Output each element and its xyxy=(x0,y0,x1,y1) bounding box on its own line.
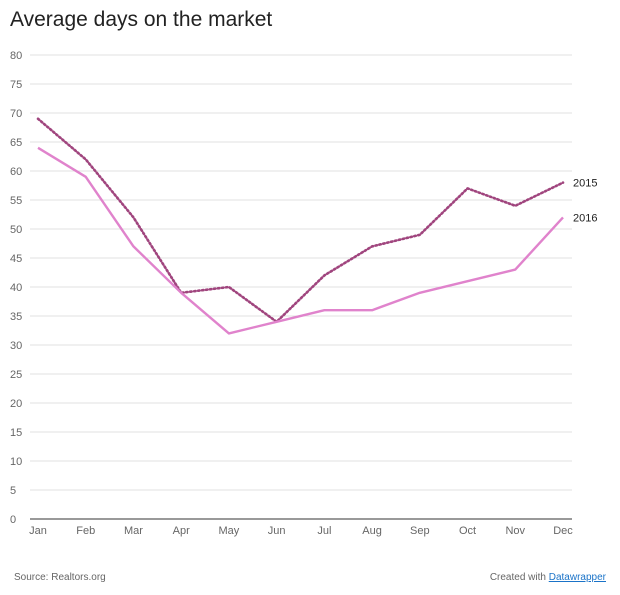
x-tick-label: Jul xyxy=(317,525,331,537)
source-note: Source: Realtors.org xyxy=(14,572,106,583)
y-tick-label: 25 xyxy=(10,369,22,381)
datawrapper-link[interactable]: Datawrapper xyxy=(548,572,606,583)
x-tick-label: Mar xyxy=(124,525,143,537)
x-tick-label: Apr xyxy=(173,525,190,537)
series-label-2015: 2015 xyxy=(573,178,597,190)
credit-note: Created with Datawrapper xyxy=(490,572,606,583)
x-tick-label: May xyxy=(219,525,240,537)
y-tick-label: 75 xyxy=(10,79,22,91)
x-tick-label: Jan xyxy=(29,525,47,537)
y-tick-label: 5 xyxy=(10,485,16,497)
y-tick-label: 60 xyxy=(10,166,22,178)
credit-prefix: Created with xyxy=(489,572,546,583)
y-axis-ticks: 0 5 10 15 20 25 30 35 40 45 50 55 60 65 70 75 80 xyxy=(10,50,22,526)
series-labels: 2015 2016 xyxy=(573,178,597,225)
y-tick-label: 15 xyxy=(10,427,22,439)
series-line-2015 xyxy=(36,117,565,324)
y-tick-label: 70 xyxy=(10,108,22,120)
x-tick-label: Oct xyxy=(459,525,476,537)
y-tick-label: 65 xyxy=(10,137,22,149)
x-tick-label: Sep xyxy=(410,525,430,537)
series-line-2016 xyxy=(37,146,564,335)
x-tick-label: Dec xyxy=(553,525,573,537)
series-lines xyxy=(36,117,565,335)
x-tick-label: Jun xyxy=(268,525,286,537)
series-label-2016: 2016 xyxy=(573,212,597,224)
gridlines xyxy=(30,54,572,520)
y-tick-label: 80 xyxy=(10,50,22,62)
x-tick-label: Aug xyxy=(362,525,382,537)
y-tick-label: 55 xyxy=(10,195,22,207)
y-tick-label: 40 xyxy=(10,282,22,294)
y-tick-label: 20 xyxy=(10,398,22,410)
x-tick-label: Feb xyxy=(76,525,95,537)
x-tick-label: Nov xyxy=(505,525,525,537)
x-axis-ticks: Jan Feb Mar Apr May Jun Jul Aug Sep Oct Nov Dec xyxy=(29,525,573,537)
y-tick-label: 45 xyxy=(10,253,22,265)
chart-title: Average days on the market xyxy=(10,8,273,31)
y-tick-label: 30 xyxy=(10,340,22,352)
y-tick-label: 50 xyxy=(10,224,22,236)
y-tick-label: 10 xyxy=(10,456,22,468)
y-tick-label: 0 xyxy=(10,514,16,526)
y-tick-label: 35 xyxy=(10,311,22,323)
